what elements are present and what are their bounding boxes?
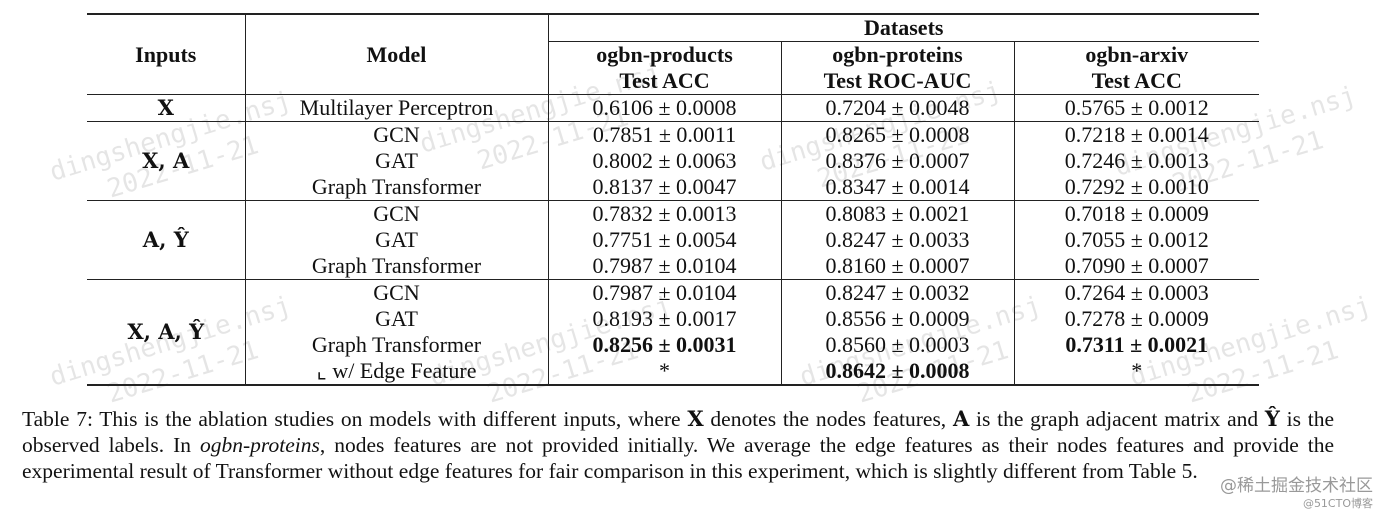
value-cell: * bbox=[548, 358, 782, 385]
value-cell: 0.8376 ± 0.0007 bbox=[781, 148, 1015, 174]
model-cell: ⌞ w/ Edge Feature bbox=[245, 358, 549, 385]
header-dataset-arxiv: ogbn-arxiv Test ACC bbox=[1014, 42, 1259, 95]
value-cell: 0.7055 ± 0.0012 bbox=[1064, 227, 1209, 252]
value-cell: 0.8083 ± 0.0021 bbox=[781, 200, 1015, 227]
header-row-1: Inputs Model Datasets bbox=[87, 14, 1259, 95]
table-row: GAT 0.8002 ± 0.0063 0.8376 ± 0.0007 0.72… bbox=[87, 148, 1259, 174]
table-row: Graph Transformer 0.7987 ± 0.0104 0.8160… bbox=[87, 253, 1259, 280]
table-row: X, A GCN 0.7851 ± 0.0011 0.8265 ± 0.0008… bbox=[87, 121, 1259, 201]
results-table: Inputs Model Datasets ogbn-products Test… bbox=[87, 13, 1259, 386]
value-cell: 0.7018 ± 0.0009 bbox=[1064, 201, 1209, 226]
header-datasets: Datasets bbox=[548, 14, 1259, 42]
table-caption: Table 7: This is the ablation studies on… bbox=[22, 406, 1335, 483]
best-value-cell: 0.8642 ± 0.0008 bbox=[781, 358, 1015, 385]
value-cell: 0.7292 ± 0.0010 bbox=[1064, 174, 1209, 199]
value-cell: 0.7218 ± 0.0014 bbox=[1064, 122, 1209, 147]
table-row: GAT 0.7751 ± 0.0054 0.8247 ± 0.0033 0.70… bbox=[87, 227, 1259, 253]
value-cell: 0.7090 ± 0.0007 bbox=[1064, 253, 1209, 278]
header-row-2: ogbn-products Test ACC ogbn-proteins Tes… bbox=[87, 41, 1259, 95]
value-cell: 0.8247 ± 0.0033 bbox=[781, 227, 1015, 253]
model-cell: Graph Transformer bbox=[245, 253, 549, 280]
model-cell: GCN bbox=[245, 279, 549, 306]
model-cell: GAT bbox=[245, 306, 549, 332]
value-cell: 0.8247 ± 0.0032 bbox=[781, 279, 1015, 306]
table-row: X, A, Ŷ GCN 0.7987 ± 0.0104 0.8247 ± 0.0… bbox=[87, 279, 1259, 385]
table-row: Graph Transformer 0.8256 ± 0.0031 0.8560… bbox=[87, 332, 1259, 358]
model-cell: Graph Transformer bbox=[245, 332, 549, 358]
value-cell: 0.7246 ± 0.0013 bbox=[1064, 148, 1209, 173]
model-cell: Graph Transformer bbox=[245, 174, 549, 201]
symbol-a: A bbox=[952, 406, 970, 431]
header-dataset-proteins: ogbn-proteins Test ROC-AUC bbox=[781, 41, 1015, 95]
model-cell: GAT bbox=[245, 227, 549, 253]
value-cell: 0.7278 ± 0.0009 bbox=[1064, 306, 1209, 331]
model-cell: Multilayer Perceptron bbox=[245, 94, 549, 122]
dataset-metric: Test ACC bbox=[619, 68, 710, 93]
inputs-cell: X, A, Ŷ bbox=[87, 279, 246, 385]
value-cell: 0.8160 ± 0.0007 bbox=[781, 253, 1015, 280]
value-cell: 0.8347 ± 0.0014 bbox=[781, 174, 1015, 201]
value-cell: 0.7987 ± 0.0104 bbox=[548, 253, 782, 280]
table-row: Graph Transformer 0.8137 ± 0.0047 0.8347… bbox=[87, 174, 1259, 201]
value-cell: 0.5765 ± 0.0012 bbox=[1064, 95, 1209, 120]
inputs-cell: X bbox=[87, 94, 246, 122]
value-cell: 0.8265 ± 0.0008 bbox=[781, 121, 1015, 148]
inputs-cell: X, A bbox=[87, 121, 246, 201]
model-cell: GCN bbox=[245, 200, 549, 227]
symbol-x: X bbox=[687, 406, 704, 431]
value-cell: 0.7751 ± 0.0054 bbox=[548, 227, 782, 253]
value-cell: 0.8137 ± 0.0047 bbox=[548, 174, 782, 201]
value-cell: 0.8002 ± 0.0063 bbox=[548, 148, 782, 174]
value-cell: 0.7987 ± 0.0104 bbox=[548, 279, 782, 306]
value-cell: 0.7264 ± 0.0003 bbox=[1064, 280, 1209, 305]
table-row: ⌞ w/ Edge Feature * 0.8642 ± 0.0008 * bbox=[87, 358, 1259, 385]
table-row: GAT 0.8193 ± 0.0017 0.8556 ± 0.0009 0.72… bbox=[87, 306, 1259, 332]
header-inputs: Inputs bbox=[87, 14, 246, 95]
value-cell: 0.7851 ± 0.0011 bbox=[548, 121, 782, 148]
value-cell: 0.8560 ± 0.0003 bbox=[781, 332, 1015, 358]
corner-watermark: @稀土掘金技术社区 @51CTO博客 bbox=[1220, 476, 1373, 510]
header-dataset-products: ogbn-products Test ACC bbox=[548, 41, 782, 95]
value-cell: 0.7204 ± 0.0048 bbox=[781, 94, 1015, 122]
best-value-cell: 0.8256 ± 0.0031 bbox=[548, 332, 782, 358]
value-cell: 0.8556 ± 0.0009 bbox=[781, 306, 1015, 332]
value-cell: * bbox=[1131, 358, 1143, 383]
table-row: X Multilayer Perceptron 0.6106 ± 0.0008 … bbox=[87, 94, 1259, 122]
header-model: Model bbox=[245, 14, 549, 95]
dataset-metric: Test ACC bbox=[1091, 68, 1182, 93]
dataset-name: ogbn-products bbox=[596, 42, 733, 67]
dataset-name: ogbn-proteins bbox=[200, 433, 320, 457]
dataset-metric: Test ROC-AUC bbox=[823, 68, 972, 93]
inputs-cell: A, Ŷ bbox=[87, 200, 246, 280]
value-cell: 0.6106 ± 0.0008 bbox=[548, 94, 782, 122]
value-cell: 0.7832 ± 0.0013 bbox=[548, 200, 782, 227]
best-value-cell: 0.7311 ± 0.0021 bbox=[1065, 332, 1209, 357]
table-row: A, Ŷ GCN 0.7832 ± 0.0013 0.8083 ± 0.0021… bbox=[87, 200, 1259, 280]
model-cell: GAT bbox=[245, 148, 549, 174]
symbol-y-hat: Ŷ bbox=[1264, 406, 1280, 431]
model-cell: GCN bbox=[245, 121, 549, 148]
dataset-name: ogbn-arxiv bbox=[1085, 42, 1189, 67]
value-cell: 0.8193 ± 0.0017 bbox=[548, 306, 782, 332]
dataset-name: ogbn-proteins bbox=[832, 42, 963, 67]
